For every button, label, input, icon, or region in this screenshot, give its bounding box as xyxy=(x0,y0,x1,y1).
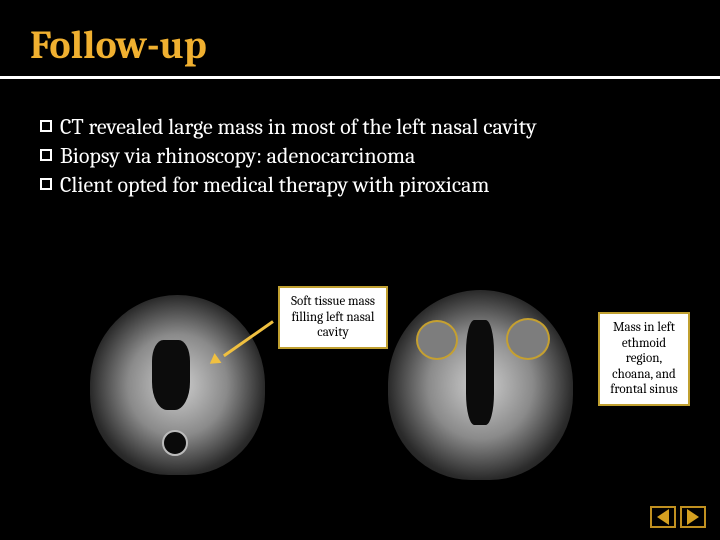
list-item: Biopsy via rhinoscopy: adenocarcinoma xyxy=(40,142,680,170)
list-item: CT revealed large mass in most of the le… xyxy=(40,113,680,141)
triangle-left-icon xyxy=(657,509,669,525)
bullet-text: CT revealed large mass in most of the le… xyxy=(60,113,680,141)
bullet-text: Biopsy via rhinoscopy: adenocarcinoma xyxy=(60,142,680,170)
ct-scan-left xyxy=(90,295,265,475)
orbit-shadow xyxy=(416,320,458,360)
callout-text: Mass in left ethmoid region, choana, and… xyxy=(610,320,677,397)
triangle-right-icon xyxy=(687,509,699,525)
prev-slide-button[interactable] xyxy=(650,506,676,528)
bullet-list: CT revealed large mass in most of the le… xyxy=(0,79,720,199)
list-item: Client opted for medical therapy with pi… xyxy=(40,171,680,199)
next-slide-button[interactable] xyxy=(680,506,706,528)
callout-left: Soft tissue mass filling left nasal cavi… xyxy=(278,286,388,349)
callout-text: Soft tissue mass filling left nasal cavi… xyxy=(291,294,375,340)
bullet-icon xyxy=(40,149,52,161)
nasal-cavity-shadow xyxy=(152,340,190,410)
trachea-shadow xyxy=(162,430,188,456)
bullet-text: Client opted for medical therapy with pi… xyxy=(60,171,680,199)
slide-title: Follow-up xyxy=(0,0,720,76)
callout-right: Mass in left ethmoid region, choana, and… xyxy=(598,312,690,406)
orbit-shadow xyxy=(506,318,550,360)
bullet-icon xyxy=(40,178,52,190)
figure-area: Soft tissue mass filling left nasal cavi… xyxy=(0,280,720,510)
nasal-cavity-shadow xyxy=(466,320,494,425)
nav-controls xyxy=(650,506,706,528)
ct-scan-right xyxy=(388,290,573,480)
bullet-icon xyxy=(40,120,52,132)
